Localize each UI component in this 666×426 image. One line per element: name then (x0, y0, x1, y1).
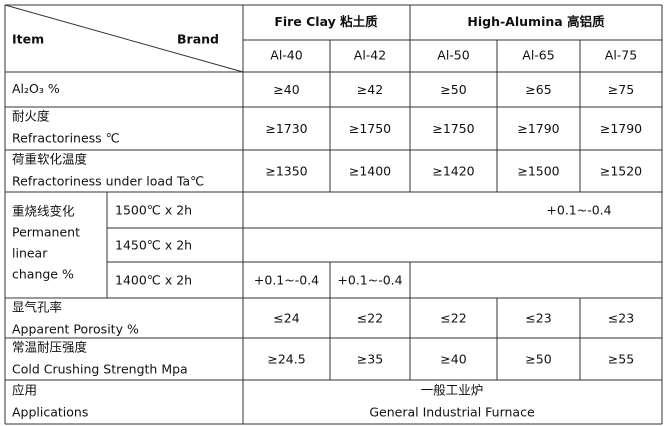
brand: Al-65 (522, 48, 554, 63)
group-name: Fire Clay (274, 14, 335, 29)
cell: ≥1350 (265, 164, 307, 179)
grid (4, 4, 663, 425)
row-label: 荷重软化温度 (12, 152, 88, 167)
cell: +0.1~-0.4 (337, 273, 402, 288)
brand: Al-42 (354, 48, 386, 63)
cell: General Industrial Furnace (369, 405, 535, 420)
cell: ≥50 (440, 82, 466, 97)
cell: ≥40 (273, 82, 299, 97)
row-label: Permanent (12, 225, 80, 240)
cell: ≥35 (357, 352, 383, 367)
group-name-cn: 高铝质 (567, 14, 605, 29)
cell: ≥75 (608, 82, 634, 97)
group-header: Fire Clay 粘土质 (274, 14, 378, 29)
cell: ≥1750 (432, 121, 474, 136)
row-label: 应用 (12, 383, 37, 398)
cell: ≥65 (525, 82, 551, 97)
cell: ≥42 (357, 82, 383, 97)
cell: ≥24.5 (267, 352, 305, 367)
cell: ≥1730 (265, 121, 307, 136)
cell: +0.1~-0.4 (546, 203, 611, 218)
cell: ≤22 (440, 311, 466, 326)
cell: ≥40 (440, 352, 466, 367)
cell: ≥50 (525, 352, 551, 367)
row-label: Cold Crushing Strength Mpa (12, 362, 188, 377)
condition: 1450℃ x 2h (115, 238, 192, 253)
group-name-cn: 粘土质 (340, 14, 378, 29)
brand: Al-75 (605, 48, 637, 63)
row-label: 显气孔率 (12, 300, 62, 315)
row-label: linear (12, 246, 48, 261)
cell: ≤23 (608, 311, 634, 326)
cell: ≥55 (608, 352, 634, 367)
cell: 一般工业炉 (421, 383, 484, 398)
header-item: Item (12, 32, 44, 47)
row-label: Al₂O₃ % (12, 81, 60, 96)
cell: ≤23 (525, 311, 551, 326)
row-label: change % (12, 267, 74, 282)
row-label: 常温耐压强度 (12, 340, 88, 355)
cell: ≤22 (357, 311, 383, 326)
cell: ≤24 (273, 311, 299, 326)
row-label: Refractoriness ℃ (12, 131, 120, 146)
cell: ≥1420 (432, 164, 474, 179)
cell: ≥1750 (349, 121, 391, 136)
brand: Al-40 (270, 48, 302, 63)
cell: ≥1790 (517, 121, 559, 136)
condition: 1400℃ x 2h (115, 273, 192, 288)
row-label: Applications (12, 405, 88, 420)
group-header: High-Alumina 高铝质 (467, 14, 605, 29)
cell: +0.1~-0.4 (254, 273, 319, 288)
row-label: Apparent Porosity % (12, 322, 139, 337)
cell: ≥1790 (600, 121, 642, 136)
cell: ≥1520 (600, 164, 642, 179)
cell: ≥1400 (349, 164, 391, 179)
condition: 1500℃ x 2h (115, 203, 192, 218)
body: Al-40 Al-42 Al-50 Al-65 Al-75 Al₂O₃ % ≥40 ≥42 ≥5… (12, 48, 642, 420)
row-label: 重烧线变化 (12, 204, 75, 219)
row-label: Refractoriness under load Ta℃ (12, 174, 204, 189)
brand: Al-50 (437, 48, 469, 63)
cell: ≥1500 (517, 164, 559, 179)
row-label: 耐火度 (12, 109, 50, 124)
header-brand: Brand (177, 32, 219, 47)
group-name: High-Alumina (467, 14, 562, 29)
